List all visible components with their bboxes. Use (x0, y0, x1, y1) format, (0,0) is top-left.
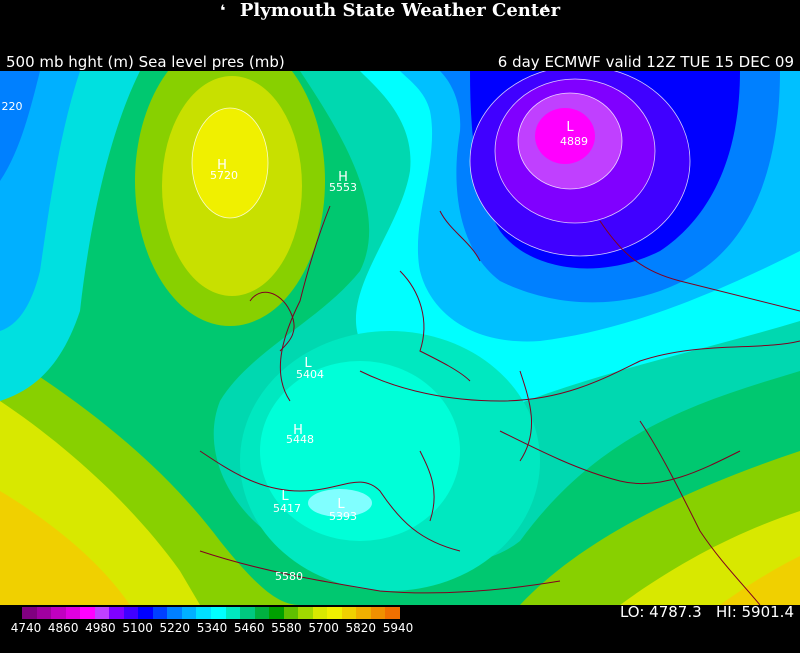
color-swatch (283, 607, 299, 619)
contour-label-220: 220 (2, 100, 23, 113)
color-swatch (356, 607, 372, 619)
low-letter-3: L (281, 489, 289, 504)
color-swatch (327, 607, 343, 619)
med-trough-5400 (260, 361, 460, 541)
color-swatch (152, 607, 168, 619)
contour-lines (191, 71, 691, 257)
color-swatch (51, 607, 67, 619)
ridge-5720 (192, 108, 268, 218)
high-value: HI: 5901.4 (715, 603, 794, 621)
color-swatch (370, 607, 386, 619)
color-swatch (385, 607, 401, 619)
low-value-1: 4889 (560, 135, 588, 148)
color-scale-label: 5700 (308, 621, 339, 635)
color-swatch (181, 607, 197, 619)
model-valid-time: 6 day ECMWF valid 12Z TUE 15 DEC 09 (497, 53, 794, 71)
low-value-3: 5417 (273, 502, 301, 515)
page-title: Plymouth State Weather Center (239, 0, 561, 21)
color-scale-label: 4980 (85, 621, 116, 635)
color-swatch (341, 607, 357, 619)
weather-map: 220 H 5720 H 5553 L 4889 L 5404 H 5448 L… (0, 71, 800, 605)
color-swatch (65, 607, 81, 619)
color-scale-label: 5460 (233, 621, 265, 635)
color-scale-label: 5100 (122, 621, 153, 635)
high-letter-2: H (338, 170, 348, 185)
color-swatch (225, 607, 241, 619)
color-swatch (196, 607, 212, 619)
lightning-left-icon: ❛ (220, 1, 226, 20)
lightning-right-icon: ❛ (543, 1, 549, 20)
color-swatch (80, 607, 96, 619)
color-swatch (312, 607, 328, 619)
contour-label-5580: 5580 (275, 570, 303, 583)
title-bar: ❛ Plymouth State Weather Center ❛ (0, 0, 800, 22)
coastlines (199, 205, 800, 605)
color-scale-label: 4860 (47, 621, 79, 635)
color-scale-label: 5220 (159, 621, 191, 635)
color-scale-label: 5580 (271, 621, 302, 635)
color-scale-label: 4740 (10, 621, 42, 635)
med-low-5393 (308, 489, 372, 517)
height-band-5760-se (720, 556, 800, 605)
low-value-4: 5393 (329, 510, 357, 523)
color-swatch (109, 607, 125, 619)
color-swatch (22, 607, 38, 619)
height-band-5100-nw (0, 71, 40, 181)
color-swatch (167, 607, 183, 619)
high-letter-3: H (293, 423, 303, 438)
field-description: 500 mb hght (m) Sea level pres (mb) (6, 53, 285, 71)
high-letter-1: H (217, 158, 227, 173)
height-band-5760-sw (0, 491, 130, 605)
color-swatch (240, 607, 256, 619)
low-letter-1: L (566, 120, 574, 135)
low-value: LO: 4787.3 (619, 603, 702, 621)
color-scale-label: 5340 (196, 621, 228, 635)
color-scale-label: 5940 (382, 621, 414, 635)
low-letter-2: L (304, 356, 312, 371)
color-swatch (138, 607, 154, 619)
low-value-2: 5404 (296, 368, 324, 381)
color-swatch (94, 607, 110, 619)
low-4889 (535, 108, 595, 164)
high-value-2: 5553 (329, 181, 357, 194)
min-max-stats: LO: 4787.3 HI: 5901.4 (620, 603, 794, 621)
high-value-1: 5720 (210, 169, 238, 182)
color-scale-label: 5820 (345, 621, 377, 635)
color-swatch (211, 607, 227, 619)
low-letter-4: L (337, 497, 345, 512)
color-swatch (123, 607, 139, 619)
high-value-3: 5448 (286, 433, 314, 446)
color-swatch (254, 607, 270, 619)
pressure-labels: 220 H 5720 H 5553 L 4889 L 5404 H 5448 L… (2, 100, 589, 583)
color-swatch (269, 607, 285, 619)
color-swatch (298, 607, 314, 619)
color-swatch (36, 607, 52, 619)
